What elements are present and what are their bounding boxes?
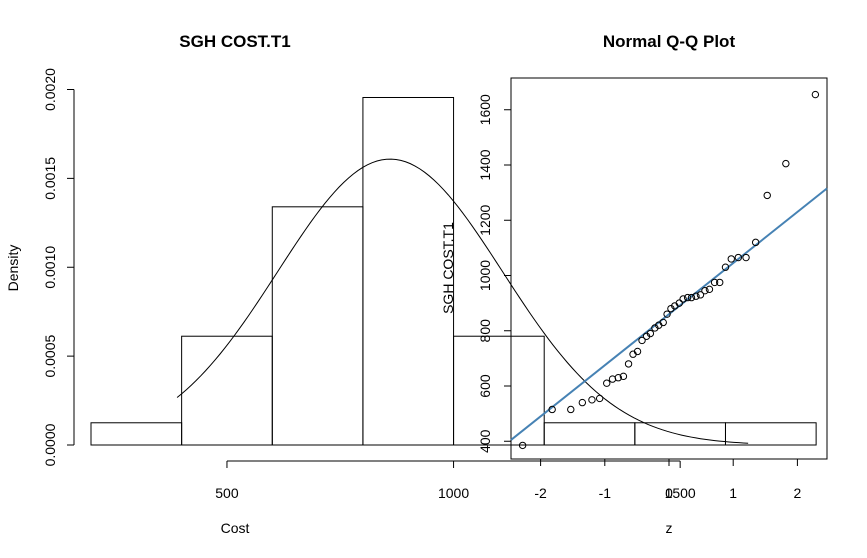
qq-point <box>742 253 750 262</box>
qq-x-tick-label: -2 <box>534 485 547 501</box>
qq-point <box>567 405 575 414</box>
qq-point <box>646 329 655 338</box>
qq-x-tick-label: -1 <box>599 485 612 501</box>
histogram-bar <box>271 206 364 446</box>
qq-x-tick-label: 0 <box>665 485 673 501</box>
histogram-bar <box>543 422 636 446</box>
qq-point <box>619 372 628 381</box>
qq-point <box>811 90 820 99</box>
qq-point <box>734 253 743 262</box>
qq-x-tick-label: 1 <box>729 485 737 501</box>
histogram-bar <box>453 335 545 446</box>
qq-point <box>614 374 622 382</box>
qq-point <box>548 405 556 414</box>
histogram-bar <box>90 422 183 446</box>
histogram-x-tick-label: 500 <box>215 485 239 501</box>
qq-point <box>603 379 611 387</box>
histogram-title: SGH COST.T1 <box>179 32 290 51</box>
qq-point <box>721 263 730 271</box>
qq-point <box>588 396 596 404</box>
histogram-panel: SGH COST.T1 500 1000 1500 0.0000 0.0005 0.00… <box>5 32 817 536</box>
qq-y-tick-label: 400 <box>477 429 493 453</box>
histogram-bar <box>362 96 455 446</box>
qq-point <box>692 292 700 300</box>
qq-y-tick-label: 1200 <box>477 204 493 235</box>
qq-point <box>675 299 683 307</box>
qq-point <box>633 347 642 356</box>
qq-point <box>687 293 696 302</box>
histogram-x-tick-label: 1500 <box>665 485 696 501</box>
qq-reference-line <box>510 187 828 441</box>
qq-title: Normal Q-Q Plot <box>603 32 736 51</box>
qq-point <box>578 398 587 407</box>
qq-panel: Normal Q-Q Plot -2 -1 0 1 2 400 600 800 1000 120… <box>440 32 828 536</box>
histogram-y-tick-label: 0.0000 <box>42 423 58 466</box>
qq-point <box>782 159 790 168</box>
histogram-x-tick-label: 1000 <box>438 485 469 501</box>
qq-y-tick-label: 800 <box>477 319 493 343</box>
qq-point <box>705 285 714 294</box>
histogram-y-label: Density <box>5 245 21 292</box>
qq-y-tick-label: 1000 <box>477 260 493 291</box>
histogram-bar <box>724 422 817 446</box>
histogram-y-tick-label: 0.0005 <box>42 335 58 378</box>
qq-x-label: z <box>666 520 673 536</box>
histogram-y-tick-label: 0.0015 <box>42 157 58 200</box>
qq-x-tick-label: 2 <box>794 485 802 501</box>
qq-point <box>638 336 646 345</box>
histogram-bar <box>634 422 726 446</box>
qq-point <box>710 278 719 287</box>
qq-y-tick-label: 600 <box>477 374 493 398</box>
qq-point <box>683 293 692 302</box>
density-curve <box>176 158 749 444</box>
qq-point <box>659 318 667 327</box>
histogram-x-label: Cost <box>221 520 250 536</box>
qq-y-tick-label: 1600 <box>477 94 493 125</box>
qq-point <box>663 310 671 318</box>
qq-point <box>679 295 687 303</box>
qq-point <box>701 286 709 295</box>
qq-point <box>716 278 724 287</box>
qq-point <box>696 291 705 299</box>
histogram-y-tick-label: 0.0010 <box>42 246 58 289</box>
qq-point <box>624 360 633 368</box>
histogram-bar <box>181 335 273 446</box>
qq-point <box>763 191 771 200</box>
histogram-y-tick-label: 0.0020 <box>42 68 58 111</box>
qq-y-tick-label: 1400 <box>477 149 493 180</box>
qq-y-label: SGH COST.T1 <box>440 222 456 314</box>
qq-point <box>518 441 527 450</box>
qq-point <box>727 255 735 263</box>
qq-point <box>595 394 604 403</box>
qq-point <box>751 238 760 247</box>
